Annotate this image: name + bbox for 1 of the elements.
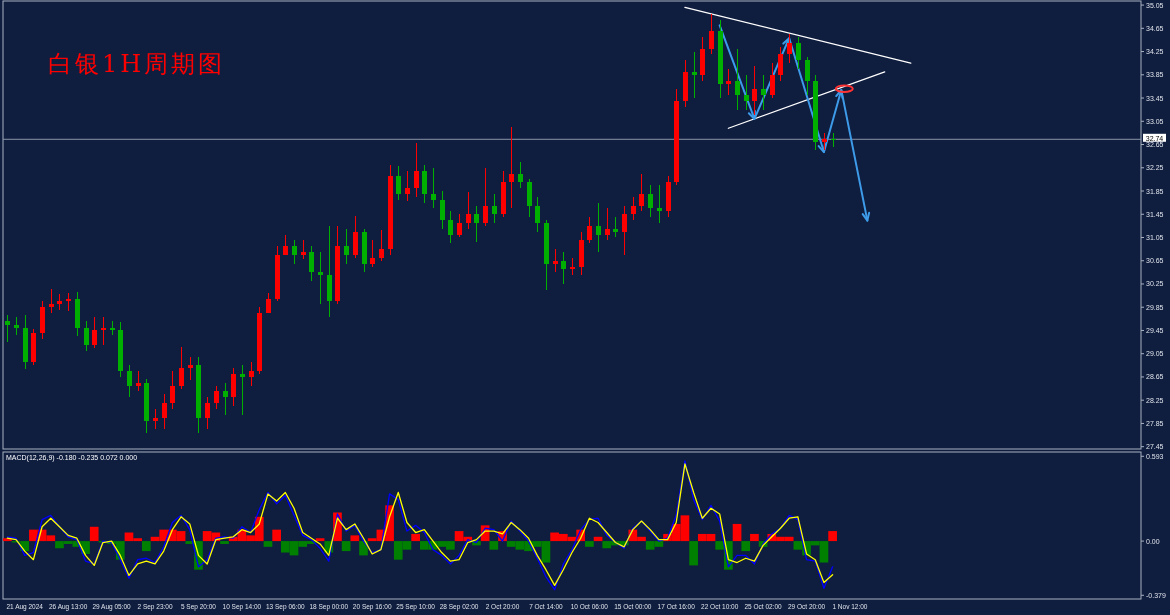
- text: 白银1H周期图: [48, 50, 226, 78]
